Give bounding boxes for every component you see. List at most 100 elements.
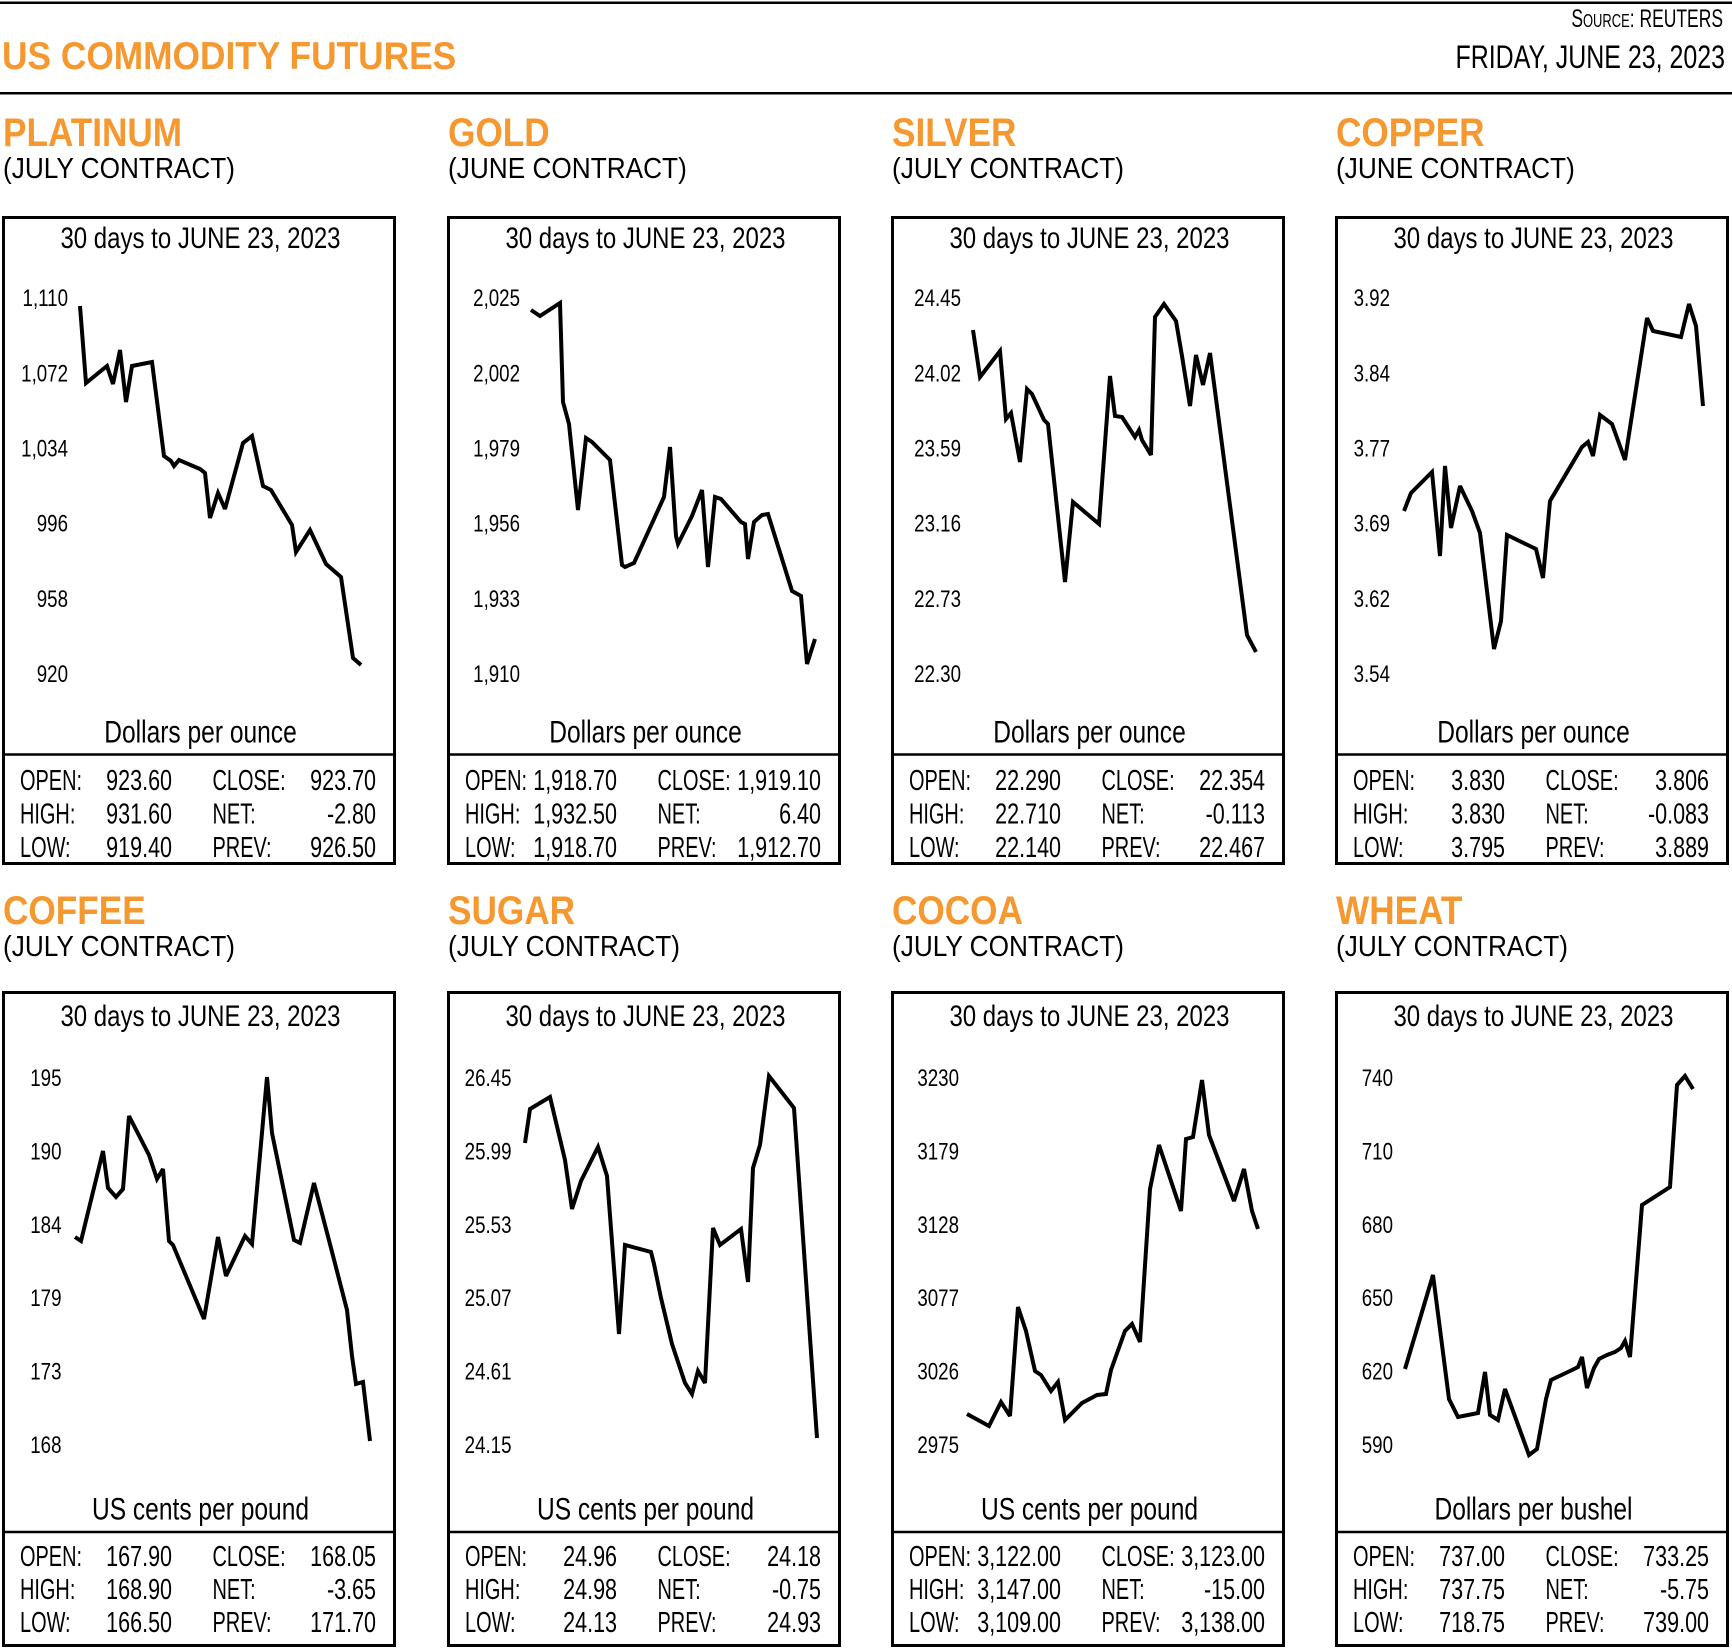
svg-text:737.75: 737.75	[1439, 1574, 1505, 1606]
svg-text:3128: 3128	[917, 1212, 959, 1239]
svg-text:OPEN:: OPEN:	[1353, 1542, 1415, 1573]
svg-text:Dollars per bushel: Dollars per bushel	[1435, 1491, 1633, 1527]
svg-text:PREV:: PREV:	[658, 833, 717, 864]
svg-text:CLOSE:: CLOSE:	[658, 1542, 731, 1573]
svg-text:OPEN:: OPEN:	[909, 766, 971, 797]
svg-text:2975: 2975	[917, 1432, 959, 1459]
svg-text:3.69: 3.69	[1354, 511, 1390, 538]
svg-text:22.73: 22.73	[914, 586, 961, 613]
svg-text:FRIDAY, JUNE 23, 2023: FRIDAY, JUNE 23, 2023	[1455, 40, 1725, 76]
svg-text:6.40: 6.40	[779, 799, 821, 831]
svg-text:3.92: 3.92	[1354, 285, 1390, 312]
svg-text:OPEN:: OPEN:	[20, 766, 82, 797]
svg-text:3179: 3179	[917, 1138, 959, 1165]
svg-text:US COMMODITY FUTURES: US COMMODITY FUTURES	[2, 35, 456, 78]
svg-text:3,123.00: 3,123.00	[1181, 1541, 1265, 1573]
svg-text:3077: 3077	[917, 1285, 959, 1312]
svg-text:25.07: 25.07	[465, 1285, 512, 1312]
svg-text:30 days to JUNE 23, 2023: 30 days to JUNE 23, 2023	[60, 220, 340, 254]
svg-text:CLOSE:: CLOSE:	[1102, 766, 1175, 797]
svg-text:179: 179	[30, 1285, 61, 1312]
svg-text:3,147.00: 3,147.00	[977, 1574, 1061, 1606]
svg-text:25.99: 25.99	[465, 1138, 512, 1165]
svg-text:30 days to JUNE 23, 2023: 30 days to JUNE 23, 2023	[1393, 998, 1673, 1032]
svg-text:SILVER: SILVER	[892, 110, 1016, 154]
svg-text:30 days to JUNE 23, 2023: 30 days to JUNE 23, 2023	[949, 998, 1229, 1032]
svg-text:30 days to JUNE 23, 2023: 30 days to JUNE 23, 2023	[60, 998, 340, 1032]
svg-text:NET:: NET:	[1546, 799, 1589, 830]
svg-text:710: 710	[1362, 1138, 1393, 1165]
svg-text:30 days to JUNE 23, 2023: 30 days to JUNE 23, 2023	[505, 998, 785, 1032]
svg-text:22.354: 22.354	[1199, 765, 1265, 797]
svg-text:1,979: 1,979	[473, 435, 520, 462]
svg-text:24.13: 24.13	[563, 1607, 617, 1639]
svg-text:NET:: NET:	[1546, 1575, 1589, 1606]
svg-text:LOW:: LOW:	[1353, 833, 1404, 864]
svg-text:CLOSE:: CLOSE:	[1546, 1542, 1619, 1573]
svg-text:22.30: 22.30	[914, 661, 961, 688]
svg-text:919.40: 919.40	[106, 832, 172, 864]
svg-text:LOW:: LOW:	[909, 1608, 960, 1639]
svg-text:733.25: 733.25	[1643, 1541, 1709, 1573]
svg-text:NET:: NET:	[658, 1575, 701, 1606]
svg-text:PREV:: PREV:	[1546, 833, 1605, 864]
svg-text:739.00: 739.00	[1643, 1607, 1709, 1639]
svg-text:3.77: 3.77	[1354, 435, 1390, 462]
svg-text:LOW:: LOW:	[465, 1608, 516, 1639]
svg-text:167.90: 167.90	[106, 1541, 172, 1573]
svg-text:3.889: 3.889	[1655, 832, 1709, 864]
svg-text:2,002: 2,002	[473, 360, 520, 387]
svg-text:173: 173	[30, 1358, 61, 1385]
svg-text:PREV:: PREV:	[213, 833, 272, 864]
svg-text:NET:: NET:	[1102, 799, 1145, 830]
svg-text:PREV:: PREV:	[658, 1608, 717, 1639]
svg-text:171.70: 171.70	[310, 1607, 376, 1639]
svg-text:CLOSE:: CLOSE:	[658, 766, 731, 797]
svg-text:3,122.00: 3,122.00	[977, 1541, 1061, 1573]
svg-text:22.140: 22.140	[995, 832, 1061, 864]
svg-text:926.50: 926.50	[310, 832, 376, 864]
svg-text:30 days to JUNE 23, 2023: 30 days to JUNE 23, 2023	[505, 220, 785, 254]
svg-text:1,956: 1,956	[473, 511, 520, 538]
svg-text:168.05: 168.05	[310, 1541, 376, 1573]
svg-text:HIGH:: HIGH:	[20, 799, 75, 830]
svg-text:HIGH:: HIGH:	[1353, 1575, 1408, 1606]
svg-text:Dollars per ounce: Dollars per ounce	[1437, 714, 1629, 750]
svg-text:HIGH:: HIGH:	[1353, 799, 1408, 830]
svg-text:HIGH:: HIGH:	[20, 1575, 75, 1606]
svg-text:COPPER: COPPER	[1336, 110, 1485, 154]
svg-text:168.90: 168.90	[106, 1574, 172, 1606]
svg-text:HIGH:: HIGH:	[465, 1575, 520, 1606]
svg-text:680: 680	[1362, 1212, 1393, 1239]
svg-text:24.18: 24.18	[767, 1541, 821, 1573]
svg-text:-0.083: -0.083	[1648, 799, 1709, 831]
svg-text:NET:: NET:	[213, 1575, 256, 1606]
svg-text:168: 168	[30, 1432, 61, 1459]
svg-text:2,025: 2,025	[473, 285, 520, 312]
svg-text:(JULY CONTRACT): (JULY CONTRACT)	[892, 152, 1124, 184]
svg-text:718.75: 718.75	[1439, 1607, 1505, 1639]
svg-text:931.60: 931.60	[106, 799, 172, 831]
svg-text:22.710: 22.710	[995, 799, 1061, 831]
svg-text:1,918.70: 1,918.70	[533, 832, 617, 864]
svg-text:958: 958	[37, 586, 68, 613]
svg-text:WHEAT: WHEAT	[1336, 888, 1462, 932]
svg-text:(JULY CONTRACT): (JULY CONTRACT)	[448, 930, 680, 962]
svg-text:HIGH:: HIGH:	[909, 1575, 964, 1606]
svg-text:LOW:: LOW:	[1353, 1608, 1404, 1639]
svg-text:30 days to JUNE 23, 2023: 30 days to JUNE 23, 2023	[949, 220, 1229, 254]
svg-text:CLOSE:: CLOSE:	[213, 1542, 286, 1573]
svg-text:3230: 3230	[917, 1065, 959, 1092]
svg-text:590: 590	[1362, 1432, 1393, 1459]
svg-text:3.830: 3.830	[1451, 765, 1505, 797]
svg-text:23.16: 23.16	[914, 511, 961, 538]
svg-text:1,910: 1,910	[473, 661, 520, 688]
svg-text:LOW:: LOW:	[20, 1608, 71, 1639]
svg-text:24.45: 24.45	[914, 285, 961, 312]
svg-text:NET:: NET:	[1102, 1575, 1145, 1606]
svg-text:-3.65: -3.65	[327, 1574, 376, 1606]
svg-text:166.50: 166.50	[106, 1607, 172, 1639]
svg-text:Dollars per ounce: Dollars per ounce	[104, 714, 296, 750]
svg-text:CLOSE:: CLOSE:	[213, 766, 286, 797]
svg-text:30 days to JUNE 23, 2023: 30 days to JUNE 23, 2023	[1393, 220, 1673, 254]
